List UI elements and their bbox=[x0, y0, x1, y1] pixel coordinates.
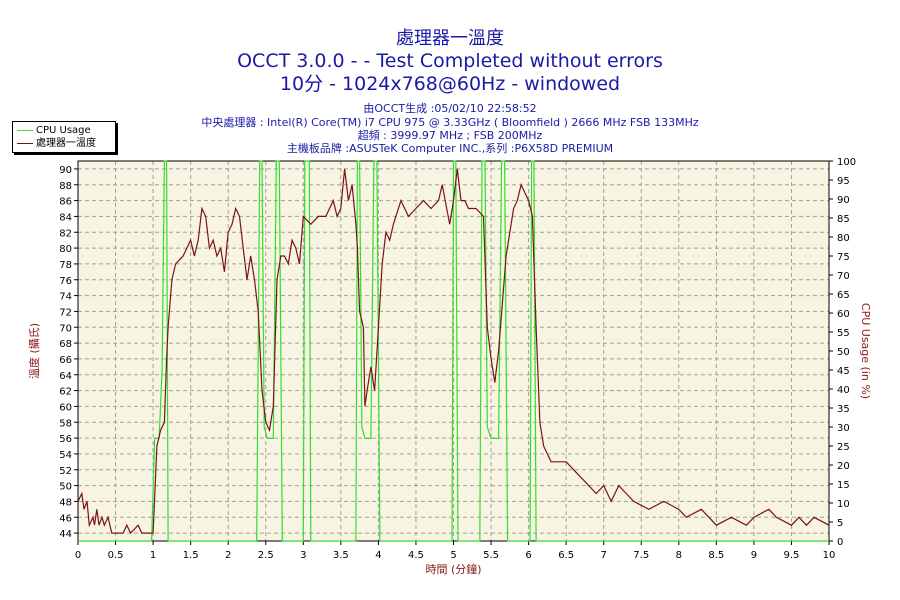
y-right-tick-label: 85 bbox=[837, 214, 850, 225]
chart-title: 處理器一溫度 bbox=[396, 28, 504, 49]
series-line-temperature bbox=[77, 168, 830, 535]
x-tick-label: 9 bbox=[751, 550, 757, 561]
y-left-tick-label: 78 bbox=[59, 260, 72, 271]
y-left-tick-label: 58 bbox=[59, 418, 72, 429]
chart-subtitle-mode: 10分 - 1024x768@60Hz - windowed bbox=[279, 73, 621, 95]
y-left-tick-label: 82 bbox=[59, 228, 72, 239]
y-left-tick-label: 68 bbox=[59, 339, 72, 350]
y-left-axis-label: 溫度 (攝氏) bbox=[27, 323, 41, 379]
y-left-tick-label: 88 bbox=[59, 181, 72, 192]
x-tick-label: 8 bbox=[676, 550, 682, 561]
y-left-tick-label: 46 bbox=[59, 513, 72, 524]
x-tick-label: 2.5 bbox=[258, 550, 274, 561]
y-right-tick-label: 40 bbox=[837, 385, 850, 396]
y-left-tick-label: 76 bbox=[59, 276, 72, 287]
x-tick-label: 4.5 bbox=[408, 550, 424, 561]
legend-item-cpu-usage: CPU Usage bbox=[17, 124, 91, 137]
y-right-tick-label: 15 bbox=[837, 480, 850, 491]
y-right-tick-label: 10 bbox=[837, 499, 850, 510]
x-tick-label: 2 bbox=[225, 550, 231, 561]
chart-legend: CPU Usage 處理器一溫度 bbox=[12, 121, 116, 153]
y-left-tick-label: 44 bbox=[59, 529, 72, 540]
y-left-tick-label: 86 bbox=[59, 197, 72, 208]
x-tick-label: 6.5 bbox=[558, 550, 574, 561]
legend-swatch-temperature bbox=[17, 142, 33, 144]
y-left-tick-label: 66 bbox=[59, 355, 72, 366]
y-left-tick-label: 74 bbox=[59, 292, 72, 303]
y-left-tick-label: 80 bbox=[59, 244, 72, 255]
y-right-tick-label: 20 bbox=[837, 461, 850, 472]
info-generated: 由OCCT生成 :05/02/10 22:58:52 bbox=[363, 102, 537, 115]
info-overclock: 超頻 : 3999.97 MHz ; FSB 200MHz bbox=[357, 129, 543, 142]
x-tick-label: 8.5 bbox=[708, 550, 724, 561]
y-left-tick-label: 60 bbox=[59, 402, 72, 413]
info-motherboard: 主機板品牌 :ASUSTeK Computer INC.,系列 :P6X58D … bbox=[286, 142, 614, 155]
y-right-axis-label: CPU Usage (in %) bbox=[859, 303, 872, 399]
y-right-tick-label: 5 bbox=[837, 518, 843, 529]
y-left-tick-label: 48 bbox=[59, 497, 72, 508]
x-tick-label: 1.5 bbox=[183, 550, 199, 561]
x-tick-label: 3 bbox=[300, 550, 306, 561]
y-right-tick-label: 70 bbox=[837, 271, 850, 282]
x-tick-label: 3.5 bbox=[333, 550, 349, 561]
y-right-tick-label: 65 bbox=[837, 290, 850, 301]
x-tick-label: 4 bbox=[375, 550, 381, 561]
x-tick-label: 9.5 bbox=[783, 550, 799, 561]
x-tick-label: 0 bbox=[75, 550, 81, 561]
legend-label-cpu-usage: CPU Usage bbox=[36, 125, 91, 136]
y-left-tick-label: 62 bbox=[59, 387, 72, 398]
info-cpu: 中央處理器 : Intel(R) Core(TM) i7 CPU 975 @ 3… bbox=[201, 116, 699, 129]
y-left-tick-label: 84 bbox=[59, 212, 72, 223]
y-left-tick-label: 72 bbox=[59, 307, 72, 318]
y-right-tick-label: 100 bbox=[837, 157, 856, 168]
y-right-tick-label: 60 bbox=[837, 309, 850, 320]
y-right-tick-label: 80 bbox=[837, 233, 850, 244]
y-right-tick-label: 50 bbox=[837, 347, 850, 358]
y-left-tick-label: 64 bbox=[59, 371, 72, 382]
legend-swatch-cpu-usage bbox=[17, 129, 33, 131]
y-right-tick-label: 95 bbox=[837, 176, 850, 187]
series-line-cpu-usage bbox=[78, 160, 829, 542]
x-tick-label: 0.5 bbox=[108, 550, 124, 561]
y-left-tick-label: 70 bbox=[59, 323, 72, 334]
y-right-tick-label: 35 bbox=[837, 404, 850, 415]
x-tick-label: 6 bbox=[525, 550, 531, 561]
y-right-tick-label: 55 bbox=[837, 328, 850, 339]
x-tick-label: 5 bbox=[450, 550, 456, 561]
y-left-tick-label: 50 bbox=[59, 482, 72, 493]
x-tick-label: 7.5 bbox=[633, 550, 649, 561]
y-left-tick-label: 54 bbox=[59, 450, 72, 461]
x-tick-label: 1 bbox=[150, 550, 156, 561]
legend-item-temperature: 處理器一溫度 bbox=[17, 137, 96, 150]
y-right-tick-label: 90 bbox=[837, 195, 850, 206]
y-right-tick-label: 75 bbox=[837, 252, 850, 263]
y-left-tick-label: 56 bbox=[59, 434, 72, 445]
x-tick-label: 10 bbox=[823, 550, 836, 561]
legend-label-temperature: 處理器一溫度 bbox=[36, 138, 96, 149]
x-axis-label: 時間 (分鐘) bbox=[425, 562, 481, 576]
y-right-tick-label: 45 bbox=[837, 366, 850, 377]
y-right-tick-label: 30 bbox=[837, 423, 850, 434]
x-tick-label: 7 bbox=[601, 550, 607, 561]
chart-subtitle-status: OCCT 3.0.0 - - Test Completed without er… bbox=[237, 50, 663, 72]
y-left-tick-label: 52 bbox=[59, 466, 72, 477]
x-tick-label: 5.5 bbox=[483, 550, 499, 561]
y-left-tick-label: 90 bbox=[59, 165, 72, 176]
y-right-tick-label: 25 bbox=[837, 442, 850, 453]
y-right-tick-label: 0 bbox=[837, 537, 843, 548]
